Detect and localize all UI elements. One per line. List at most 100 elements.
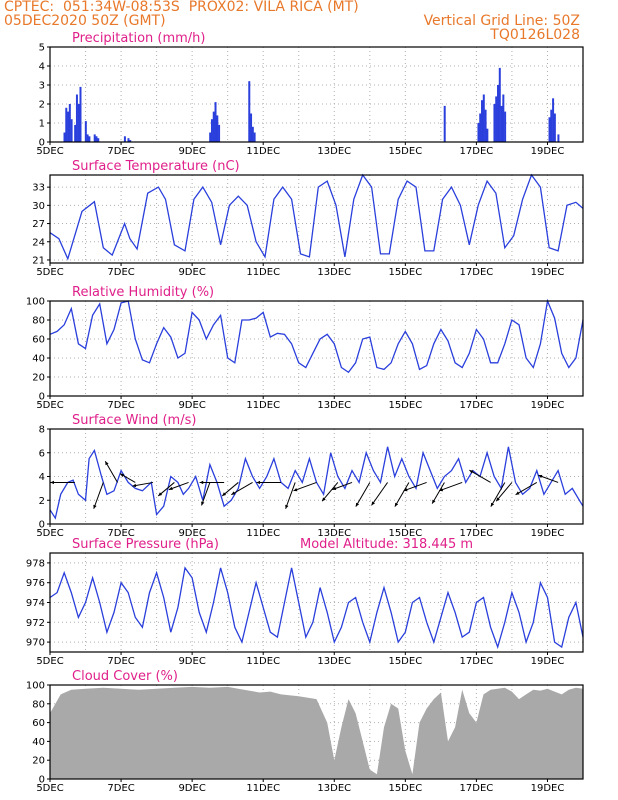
x-tick-label: 13DEC <box>317 528 351 539</box>
x-tick-label: 11DEC <box>246 267 280 278</box>
precip-bar <box>75 94 78 142</box>
x-tick-label: 17DEC <box>460 267 494 278</box>
x-tick-label: 7DEC <box>107 528 134 539</box>
precip-bar <box>504 111 507 142</box>
x-tick-label: 19DEC <box>531 783 565 794</box>
y-tick-label: 0 <box>39 138 45 149</box>
y-tick-label: 976 <box>26 578 45 589</box>
x-tick-label: 5DEC <box>36 783 63 794</box>
header-line1: CPTEC: 051:34W-08:53S PROX02: VILA RICA … <box>4 0 359 15</box>
wind-arrow-head <box>515 491 520 495</box>
precip-bar <box>502 94 505 142</box>
y-tick-label: 30 <box>32 201 45 212</box>
wind-arrow-head <box>490 502 495 507</box>
wind-arrow-head <box>93 504 97 509</box>
panel-title: Surface Pressure (hPa) <box>72 537 219 552</box>
wind-arrow <box>93 482 104 509</box>
wind-arrow-head <box>256 480 261 485</box>
precip-bar <box>88 136 91 142</box>
y-tick-label: 4 <box>39 472 45 483</box>
x-tick-label: 13DEC <box>317 146 351 157</box>
x-tick-label: 9DEC <box>178 528 205 539</box>
y-tick-label: 21 <box>32 255 45 266</box>
x-tick-label: 9DEC <box>178 400 205 411</box>
x-tick-label: 7DEC <box>107 783 134 794</box>
y-tick-label: 40 <box>32 354 45 365</box>
precip-bar <box>481 100 484 142</box>
y-tick-label: 27 <box>32 219 45 230</box>
wind-arrow-head <box>158 492 163 496</box>
precip-bar <box>212 111 215 142</box>
precip-bar <box>67 111 70 142</box>
wind-arrow-head <box>168 486 173 491</box>
x-tick-label: 13DEC <box>317 400 351 411</box>
precip-bar <box>86 134 89 142</box>
y-tick-label: 0 <box>39 520 45 531</box>
y-tick-label: 978 <box>26 558 45 569</box>
precip-bar <box>210 119 213 142</box>
x-tick-label: 7DEC <box>107 146 134 157</box>
series-line <box>49 298 584 374</box>
y-tick-label: 6 <box>39 448 45 459</box>
wind-arrow-head <box>371 501 375 506</box>
x-tick-label: 17DEC <box>460 400 494 411</box>
wind-arrow <box>515 482 538 496</box>
wind-arrow-head <box>332 486 337 491</box>
x-tick-label: 13DEC <box>317 783 351 794</box>
precip-bar <box>495 96 498 142</box>
precip-bar <box>77 104 80 142</box>
x-tick-label: 15DEC <box>388 400 422 411</box>
x-tick-label: 5DEC <box>36 400 63 411</box>
precip-bar <box>84 121 87 142</box>
y-tick-label: 974 <box>26 598 45 609</box>
wind-arrow-head <box>394 502 399 507</box>
series-line <box>49 173 584 261</box>
y-tick-label: 60 <box>32 718 45 729</box>
wind-arrow-head <box>439 487 444 492</box>
wind-arrow <box>321 482 339 502</box>
y-tick-label: 80 <box>32 699 45 710</box>
x-tick-label: 9DEC <box>178 146 205 157</box>
wind-arrow-head <box>432 499 436 504</box>
y-tick-label: 60 <box>32 335 45 346</box>
y-tick-label: 0 <box>39 775 45 786</box>
x-tick-label: 9DEC <box>178 783 205 794</box>
wind-arrow-head <box>201 501 205 506</box>
precip-bar <box>93 134 96 142</box>
precip-bar <box>214 102 217 142</box>
x-tick-label: 5DEC <box>36 146 63 157</box>
cloud-cover-area <box>50 686 583 779</box>
y-tick-label: 33 <box>32 183 45 194</box>
wind-arrow <box>438 481 463 492</box>
wind-arrow-head <box>285 504 289 509</box>
panel-title: Precipitation (mm/h) <box>72 31 205 46</box>
y-tick-label: 1 <box>39 119 45 130</box>
precip-bar <box>552 98 555 142</box>
y-tick-label: 100 <box>26 297 45 308</box>
panel-title: Surface Temperature (nC) <box>72 159 240 174</box>
panel-title: Surface Wind (m/s) <box>72 413 196 428</box>
wind-arrow-head <box>132 483 137 488</box>
precip-bar <box>250 113 253 142</box>
header-grid-note: Vertical Grid Line: 50Z <box>423 13 580 29</box>
x-tick-label: 17DEC <box>460 656 494 667</box>
x-tick-label: 7DEC <box>107 400 134 411</box>
x-tick-label: 19DEC <box>531 400 565 411</box>
precip-bar <box>477 123 480 142</box>
wind-arrow <box>469 469 491 483</box>
x-tick-label: 9DEC <box>178 656 205 667</box>
x-tick-label: 5DEC <box>36 528 63 539</box>
wind-arrow <box>495 482 513 502</box>
y-tick-label: 970 <box>26 638 45 649</box>
wind-arrow-head <box>231 491 236 495</box>
precip-bar <box>500 105 503 142</box>
wind-arrow-head <box>469 470 474 474</box>
precip-bar <box>129 140 132 142</box>
panel-title: Relative Humidity (%) <box>72 285 214 300</box>
wind-arrow-head <box>403 487 408 492</box>
header-date: 05DEC2020 50Z (GMT) <box>4 13 166 29</box>
series-line <box>49 566 584 650</box>
x-tick-label: 11DEC <box>246 146 280 157</box>
wind-arrow-head <box>355 502 360 507</box>
